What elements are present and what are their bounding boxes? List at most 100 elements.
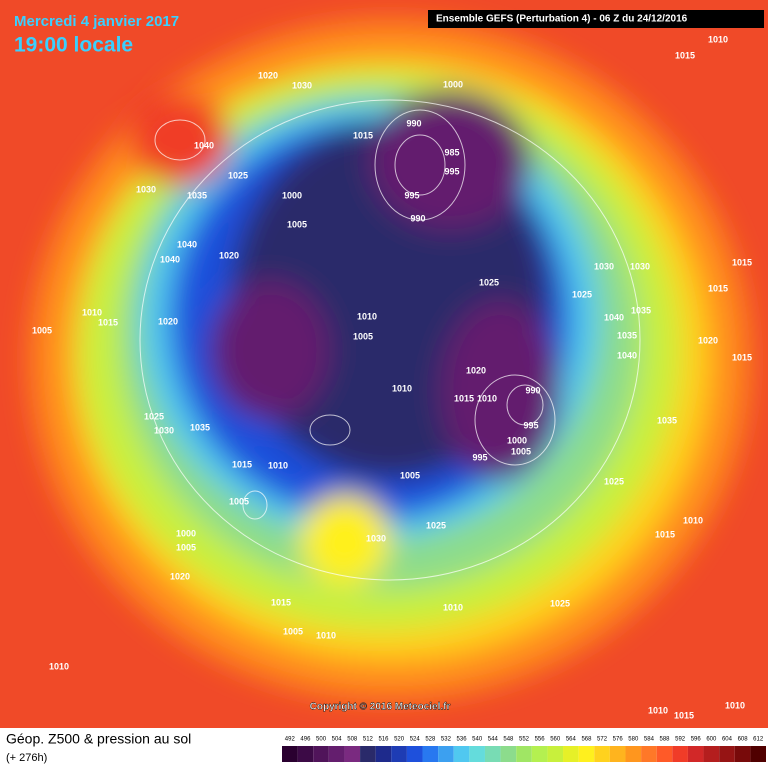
pressure-label: 1000 <box>282 190 302 200</box>
pressure-label: 1025 <box>144 411 164 421</box>
time: 19:00 locale <box>14 34 133 57</box>
legend-label: 588 <box>660 737 671 743</box>
legend-label: 540 <box>472 737 483 743</box>
pressure-label: 1015 <box>732 257 752 267</box>
legend-swatch <box>750 746 766 762</box>
pressure-label: 1015 <box>732 352 752 362</box>
legend-swatch <box>453 746 470 762</box>
pressure-label: 990 <box>406 118 421 128</box>
pressure-label: 1030 <box>136 184 156 194</box>
pressure-label: 1035 <box>190 422 210 432</box>
footer-lead: (+ 276h) <box>6 752 47 764</box>
pressure-label: 1020 <box>170 571 190 581</box>
pressure-label: 1010 <box>443 602 463 612</box>
legend-swatch <box>484 746 501 762</box>
pressure-label: 1010 <box>316 630 336 640</box>
pressure-label: 1010 <box>683 515 703 525</box>
pressure-label: 1030 <box>292 80 312 90</box>
pressure-label: 1015 <box>271 597 291 607</box>
pressure-label: 995 <box>444 166 459 176</box>
pressure-label: 1010 <box>268 460 288 470</box>
legend-label: 492 <box>285 737 296 743</box>
run-box <box>428 10 764 28</box>
legend-swatch <box>406 746 423 762</box>
legend-label: 528 <box>425 737 436 743</box>
pressure-label: 995 <box>404 190 419 200</box>
pressure-label: 1040 <box>177 239 197 249</box>
pressure-label: 1015 <box>232 459 252 469</box>
footer-title: Géop. Z500 & pression au sol <box>6 731 191 747</box>
pressure-label: 1010 <box>725 700 745 710</box>
legend-label: 568 <box>581 737 592 743</box>
pressure-label: 1005 <box>287 219 307 229</box>
map-field <box>0 0 768 728</box>
pressure-label: 1015 <box>454 393 474 403</box>
pressure-label: 990 <box>410 213 425 223</box>
pressure-label: 1020 <box>219 250 239 260</box>
pressure-label: 1015 <box>674 710 694 720</box>
pressure-label: 1040 <box>617 350 637 360</box>
legend-swatch <box>375 746 392 762</box>
legend-label: 496 <box>300 737 311 743</box>
legend-swatch <box>563 746 579 762</box>
pressure-label: 1015 <box>675 50 695 60</box>
pressure-label: 1025 <box>572 289 592 299</box>
pressure-label: 1005 <box>353 331 373 341</box>
pressure-label: 1015 <box>708 283 728 293</box>
legend-label: 592 <box>675 737 686 743</box>
pressure-label: 1025 <box>228 170 248 180</box>
legend-label: 512 <box>363 737 374 743</box>
legend-swatch <box>578 746 595 762</box>
pressure-label: 1010 <box>648 705 668 715</box>
legend-label: 524 <box>410 737 421 743</box>
pressure-label: 990 <box>525 385 540 395</box>
pressure-label: 1010 <box>357 311 377 321</box>
pressure-label: 1025 <box>550 598 570 608</box>
copyright: Copyright © 2016 Meteociel.fr <box>310 702 451 713</box>
pressure-label: 1040 <box>160 254 180 264</box>
legend-label: 536 <box>457 737 468 743</box>
pressure-label: 1035 <box>617 330 637 340</box>
legend-swatch <box>313 746 329 762</box>
legend-label: 556 <box>535 737 546 743</box>
pressure-label: 985 <box>444 147 459 157</box>
legend: 492 496 500 504 508 512 516 520 524 528 532 536 540 5… <box>282 737 766 762</box>
pressure-label: 1040 <box>194 140 214 150</box>
legend-label: 508 <box>347 737 358 743</box>
pressure-label: 1000 <box>507 435 527 445</box>
pressure-label: 1020 <box>466 365 486 375</box>
legend-swatch <box>719 746 735 762</box>
pressure-label: 1005 <box>283 626 303 636</box>
pressure-label: 1040 <box>604 312 624 322</box>
legend-swatch <box>328 746 345 762</box>
run: Ensemble GEFS (Perturbation 4) - 06 Z du… <box>436 14 688 25</box>
legend-swatch <box>547 746 564 762</box>
pressure-label: 1025 <box>426 520 446 530</box>
legend-swatch <box>391 746 407 762</box>
pressure-label: 1035 <box>631 305 651 315</box>
legend-label: 500 <box>316 737 327 743</box>
pressure-label: 995 <box>472 452 487 462</box>
pressure-label: 1015 <box>98 317 118 327</box>
pressure-label: 1005 <box>176 542 196 552</box>
pressure-label: 1030 <box>594 261 614 271</box>
legend-swatch <box>687 746 704 762</box>
legend-swatch <box>469 746 485 762</box>
pressure-label: 1010 <box>82 307 102 317</box>
pressure-label: 1015 <box>353 130 373 140</box>
legend-label: 504 <box>332 737 343 743</box>
pressure-label: 1020 <box>258 70 278 80</box>
legend-label: 604 <box>722 737 733 743</box>
pressure-label: 1030 <box>154 425 174 435</box>
pressure-label: 1025 <box>604 476 624 486</box>
pressure-label: 1035 <box>657 415 677 425</box>
pressure-label: 1010 <box>392 383 412 393</box>
legend-swatch <box>609 746 626 762</box>
pressure-label: 1025 <box>479 277 499 287</box>
pressure-label: 1005 <box>511 446 531 456</box>
legend-label: 608 <box>738 737 749 743</box>
legend-label: 584 <box>644 737 655 743</box>
legend-swatch <box>656 746 673 762</box>
legend-label: 572 <box>597 737 608 743</box>
